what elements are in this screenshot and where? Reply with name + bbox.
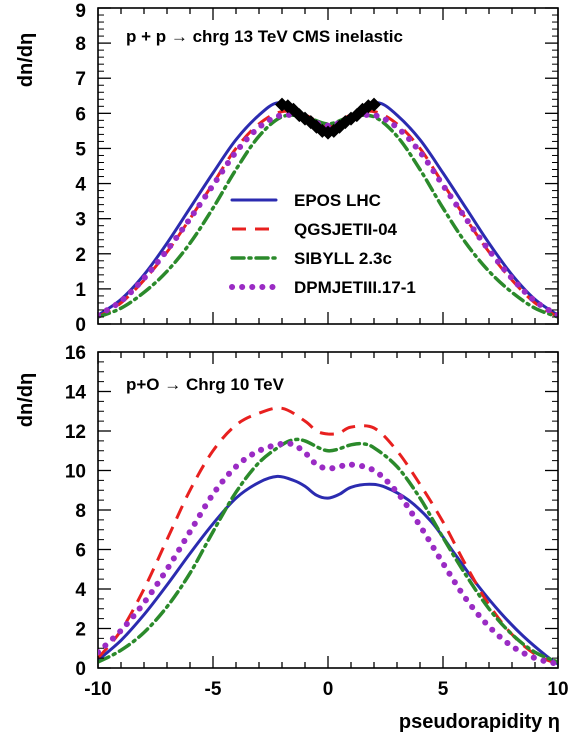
data-point-marker [367,97,381,112]
series-line-dpmjetiii-17-1 [98,440,558,667]
y-tick-label: 16 [65,343,86,364]
x-tick-label: 5 [438,679,449,700]
y-tick-label: 6 [75,541,86,562]
x-tick-label: -5 [205,679,222,700]
y-tick-label: 1 [75,280,86,301]
y-tick-label: 8 [75,34,86,55]
top-ticks: 0 1 2 3 4 5 6 7 8 9 [75,1,559,336]
y-tick-label: 2 [75,620,86,641]
x-tick-label: 10 [547,679,568,700]
y-tick-label: 5 [75,139,86,160]
bottom-plot-frame [97,351,559,669]
x-tick-label: 0 [323,679,334,700]
top-series-group [98,97,558,319]
y-tick-label: 3 [75,210,86,231]
series-line-sibyll-2-3c [98,437,558,664]
legend: EPOS LHC QGSJETII-04 SIBYLL 2.3c DPMJETIII.… [229,191,416,297]
y-tick-label: 0 [75,315,86,336]
y-tick-label: 14 [65,383,87,404]
data-markers [275,97,381,140]
y-tick-label: 4 [75,175,86,196]
x-axis-label: pseudorapidity η [399,711,560,733]
top-panel: 0 1 2 3 4 5 6 7 8 9 p + p → chrg 13 TeV CMS inela… [15,1,559,336]
y-tick-label: 4 [75,580,86,601]
top-y-axis-label: dn/dη [15,33,37,87]
bottom-y-axis-label: dn/dη [15,373,37,427]
y-tick-label: 8 [75,501,86,522]
y-tick-label: 7 [75,69,86,90]
y-tick-label: 10 [65,462,86,483]
series-line-epos-lhc [98,474,558,666]
y-tick-label: 6 [75,104,86,125]
bottom-series-group [98,406,558,667]
data-point-marker [303,115,318,130]
legend-label: SIBYLL 2.3c [294,249,392,268]
legend-label: EPOS LHC [294,191,381,210]
series-line-qgsjetii-04 [98,406,558,666]
bottom-panel: -10 -5 0 5 10 0 2 4 6 8 10 12 14 16 p+O → Chrg 10 TeV… [15,343,569,733]
top-annotation: p + p → chrg 13 TeV CMS inelastic [126,27,403,46]
x-tick-label: -10 [84,679,111,700]
y-tick-label: 12 [65,422,86,443]
legend-label: QGSJETII-04 [294,220,398,239]
top-plot-frame [97,7,559,325]
y-tick-label: 9 [75,1,86,22]
y-tick-label: 2 [75,245,86,266]
bottom-ticks: -10 -5 0 5 10 0 2 4 6 8 10 12 14 16 [65,343,569,700]
bottom-annotation: p+O → Chrg 10 TeV [126,375,285,394]
y-tick-label: 0 [75,659,86,680]
legend-label: DPMJETIII.17-1 [294,278,416,297]
